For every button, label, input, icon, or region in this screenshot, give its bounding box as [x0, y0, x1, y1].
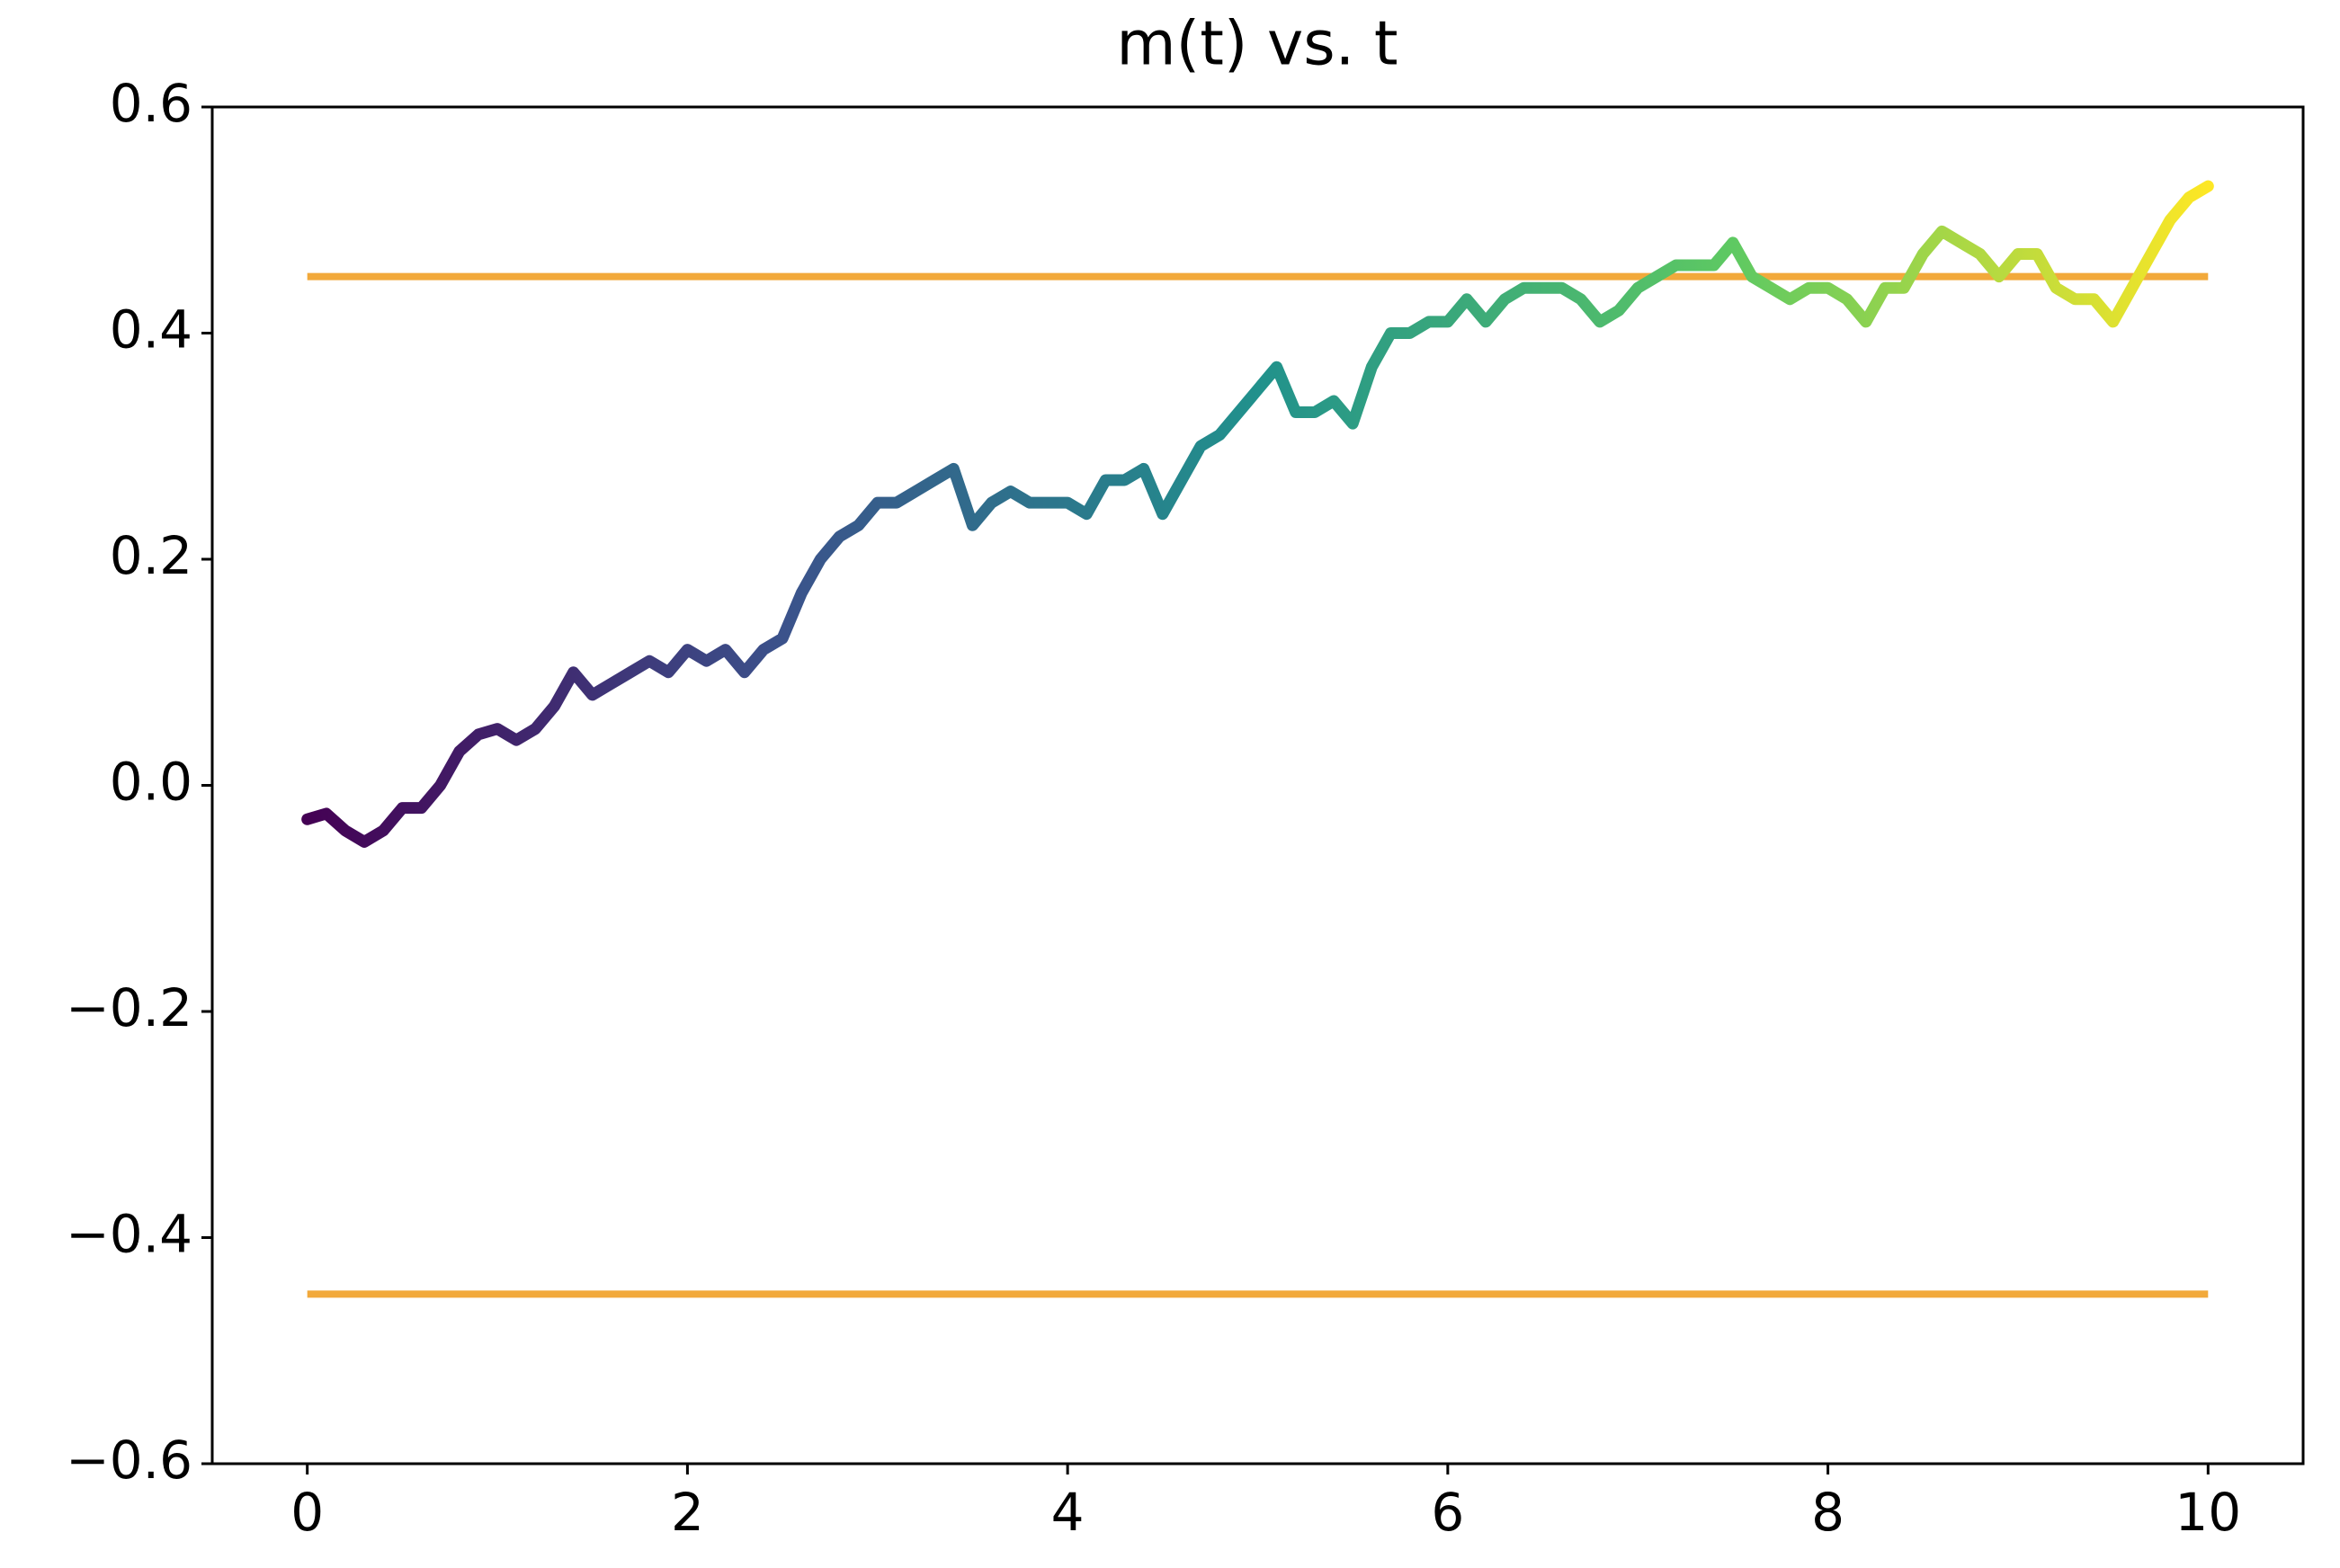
y-tick-label: −0.2: [66, 977, 192, 1038]
x-tick-label: 8: [1811, 1482, 1844, 1543]
y-tick-label: 0.0: [110, 752, 192, 813]
data-line: [301, 180, 2214, 848]
x-tick-label: 0: [290, 1482, 324, 1543]
x-tick-label: 4: [1051, 1482, 1085, 1543]
chart-title: m(t) vs. t: [1116, 9, 1398, 80]
plot-frame: [210, 105, 2305, 1466]
x-tick-label: 2: [671, 1482, 704, 1543]
y-tick-label: 0.2: [110, 525, 192, 586]
x-tick-label: 10: [2175, 1482, 2241, 1543]
y-tick-label: 0.6: [110, 73, 192, 134]
y-tick-label: −0.4: [66, 1204, 192, 1265]
x-tick-label: 6: [1431, 1482, 1464, 1543]
y-tick-label: −0.6: [66, 1430, 192, 1491]
y-tick-label: 0.4: [110, 299, 192, 361]
